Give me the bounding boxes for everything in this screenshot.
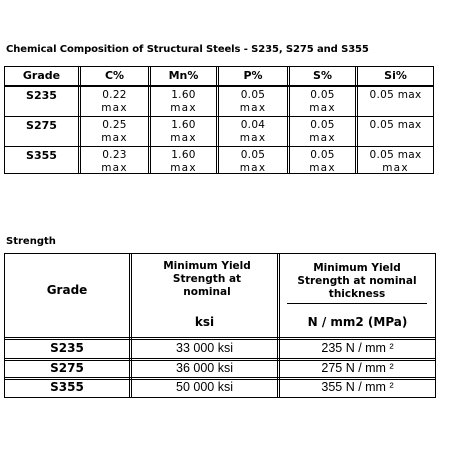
composition-row-s275: S275 0.25 max 1.60 max 0.04 max 0.05 max 0.0… (5, 117, 433, 147)
column-divider (277, 254, 280, 397)
col1-unit: ksi (194, 315, 215, 329)
col2-header: Minimum Yield Strength at nominal thickn… (287, 262, 427, 304)
header-p: P% (219, 67, 290, 85)
strength-table: Grade Minimum Yield Strength at nominal … (4, 253, 436, 398)
grade-cell: S275 (5, 117, 81, 146)
mpa-cell: 275 N / mm ² (321, 361, 394, 375)
col1-header: Minimum Yield Strength at nominal (163, 260, 251, 298)
si-cell: 0.05 max (369, 89, 422, 101)
composition-row-s235: S235 0.22 max 1.60 max 0.05 max 0.05 max 0.0… (5, 87, 433, 117)
si-cell: 0.05 max (369, 119, 422, 131)
composition-table: Grade C% Mn% P% S% Si% S235 0.22 max 1.60… (4, 66, 434, 174)
row-divider (5, 358, 435, 361)
column-divider (129, 254, 132, 397)
p-cell: 0.05 max (219, 147, 290, 173)
mpa-cell: 235 N / mm ² (321, 341, 394, 355)
ksi-cell: 50 000 ksi (176, 380, 233, 394)
grade-cell: S275 (50, 361, 84, 375)
row-divider (5, 377, 435, 380)
header-c: C% (81, 67, 151, 85)
si-cell: 0.05 max max (369, 149, 422, 173)
composition-header-row: Grade C% Mn% P% S% Si% (5, 67, 433, 87)
mn-cell: 1.60 max (151, 147, 219, 173)
grade-cell: S355 (50, 380, 84, 394)
c-cell: 0.23 max (81, 147, 151, 173)
c-cell: 0.22 max (81, 87, 151, 116)
mn-cell: 1.60 max (151, 117, 219, 146)
composition-title: Chemical Composition of Structural Steel… (6, 44, 369, 55)
row-divider (5, 337, 435, 340)
header-grade: Grade (5, 67, 81, 85)
s-cell: 0.05 max (290, 87, 358, 116)
s-cell: 0.05 max (290, 147, 358, 173)
col2-unit: N / mm2 (MPa) (307, 315, 408, 329)
grade-cell: S235 (5, 87, 81, 116)
grade-header: Grade (46, 283, 88, 297)
strength-title: Strength (6, 236, 56, 247)
ksi-cell: 36 000 ksi (176, 361, 233, 375)
composition-row-s355: S355 0.23 max 1.60 max 0.05 max 0.05 max 0.0… (5, 147, 433, 173)
header-mn: Mn% (151, 67, 219, 85)
mn-cell: 1.60 max (151, 87, 219, 116)
grade-cell: S355 (5, 147, 81, 173)
header-s: S% (290, 67, 358, 85)
p-cell: 0.05 max (219, 87, 290, 116)
s-cell: 0.05 max (290, 117, 358, 146)
ksi-cell: 33 000 ksi (176, 341, 233, 355)
mpa-cell: 355 N / mm ² (321, 380, 394, 394)
p-cell: 0.04 max (219, 117, 290, 146)
c-cell: 0.25 max (81, 117, 151, 146)
header-si: Si% (384, 69, 407, 82)
grade-cell: S235 (50, 341, 84, 355)
